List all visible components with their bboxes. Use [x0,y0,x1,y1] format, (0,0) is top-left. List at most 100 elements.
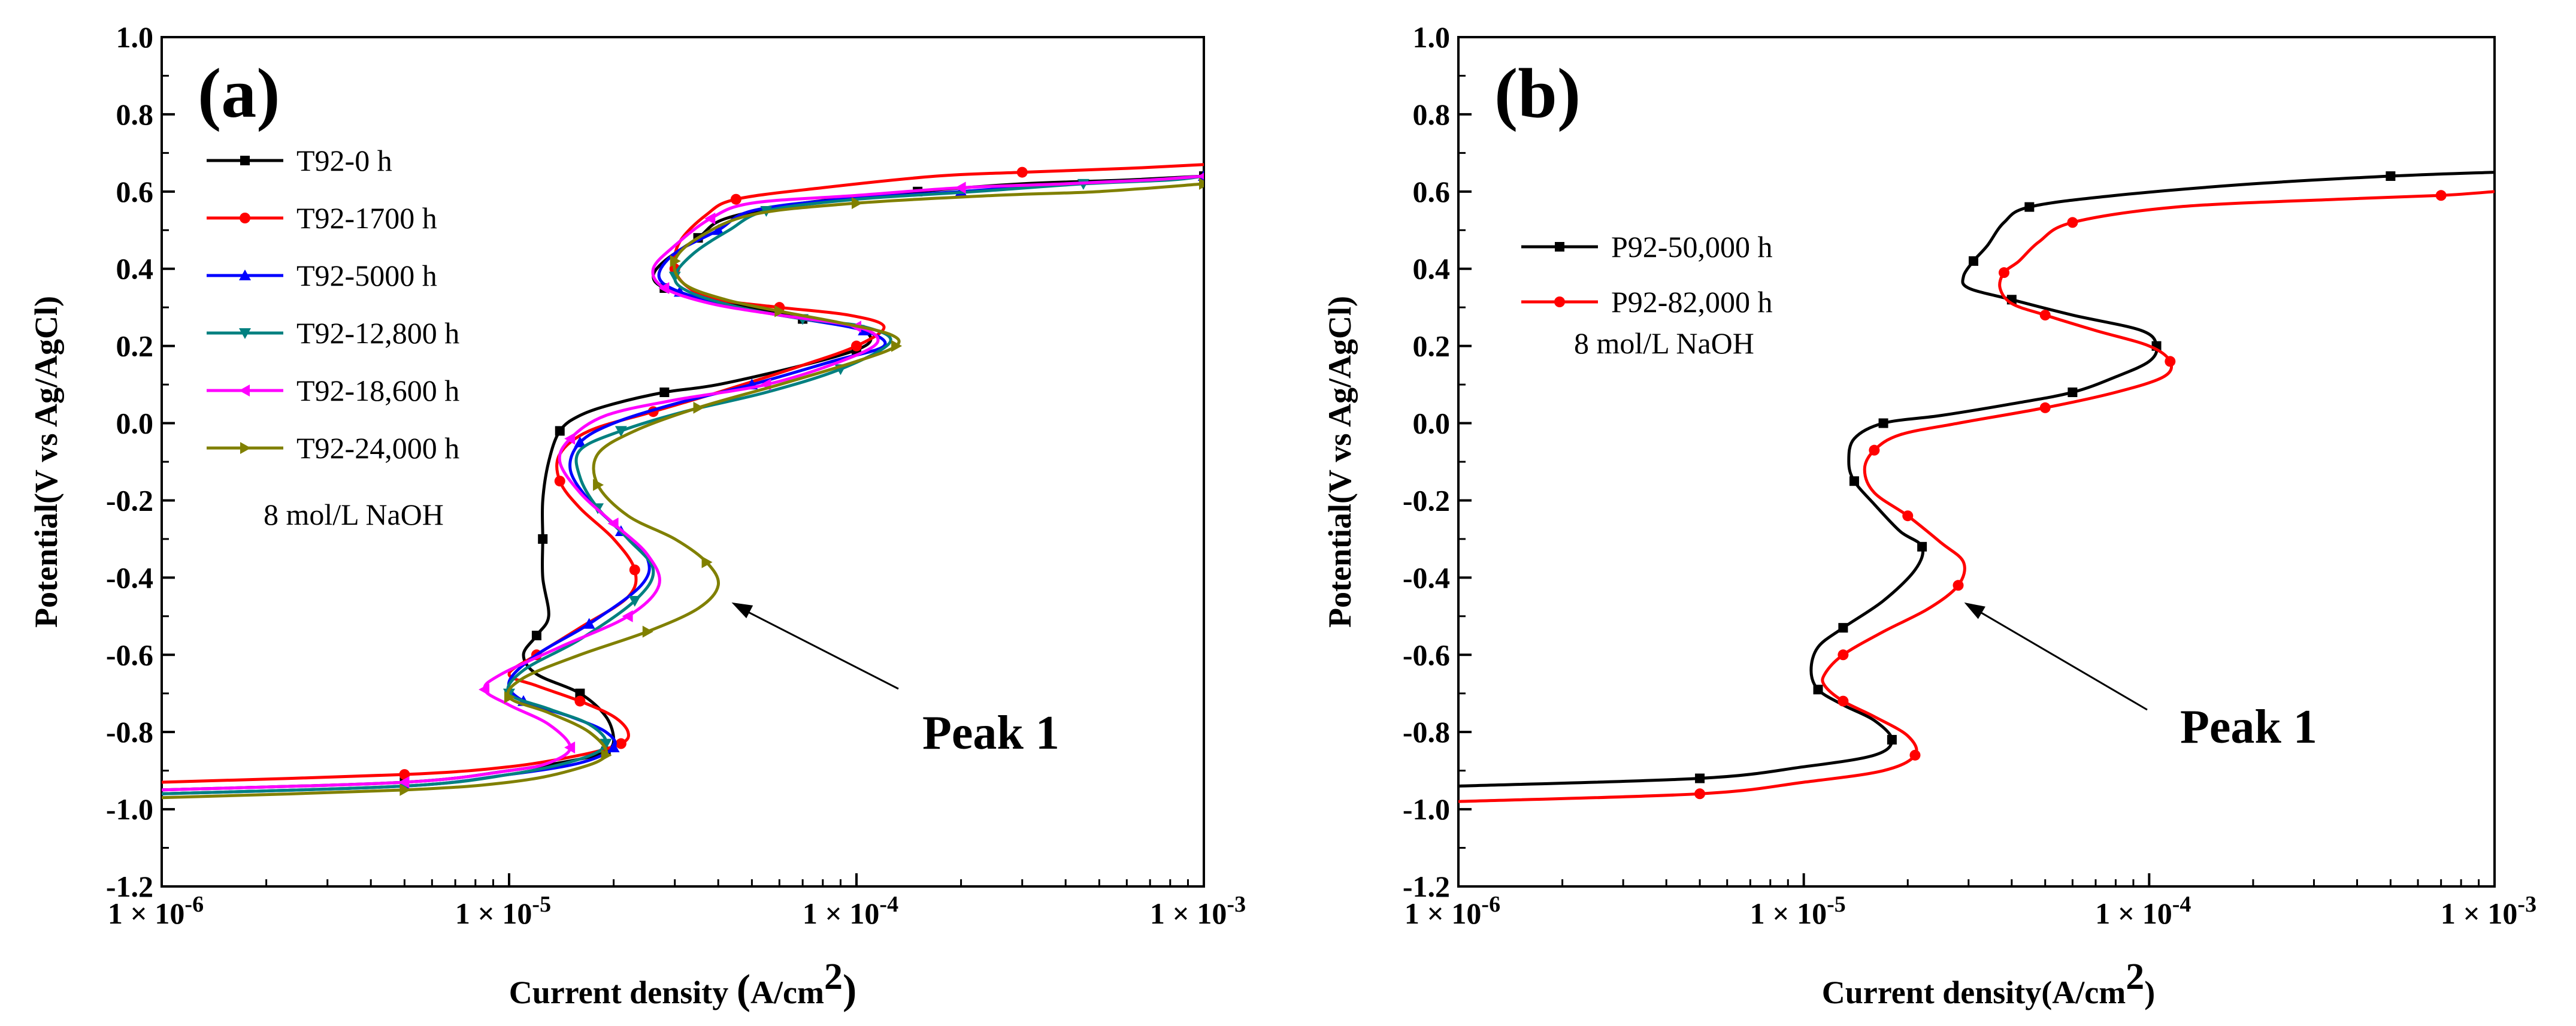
panel-b-x-tick-label: 1 × 10-3 [2441,892,2536,930]
panel-a-legend-label: T92-1700 h [296,201,437,235]
panel-b-legend-label: P92-50,000 h [1611,230,1772,264]
panel-b-y-tick-label: 0.6 [1413,175,1451,208]
panel-b-y-tick-label: 1.0 [1413,20,1451,54]
panel-a-data-point [399,769,410,780]
panel-a-y-tick-label: -0.2 [106,483,153,517]
panel-b-y-tick-label: -1.2 [1403,870,1450,903]
panel-a-y-tick-label: -0.6 [106,638,153,671]
panel-a-data-point [704,212,716,225]
panel-a-data-point [574,436,586,447]
panel-a-data-point [659,387,670,397]
panel-b-data-point [1869,444,1880,456]
panel-a-data-point [658,282,670,294]
panel-b-plot-area [1458,171,2495,803]
panel-b-y-tick-label: 0.8 [1413,98,1451,131]
panel-a-data-point [1198,172,1204,180]
panel-b-y-tick-label: 0.4 [1413,252,1451,286]
panel-a-data-point [629,564,640,576]
panel-b-series-p92-50-000-h-line [1458,171,2495,788]
panel-a-data-point [554,476,565,487]
panel-a-data-point [593,479,604,491]
panel-b-series-p92-50-000-h [1458,171,2495,788]
panel-b-peak-arrow-head [1964,602,1985,619]
panel-a-panel-label: (a) [198,54,280,132]
panel-b-y-tick-label: -1.0 [1403,792,1450,826]
panel-a-y-tick-label: 0.2 [116,329,154,363]
panel-b-data-point [2067,217,2078,228]
panel-a-data-point [531,631,541,641]
panel-b-data-point [1838,649,1849,661]
panel-b-legend-label: P92-82,000 h [1611,285,1772,319]
panel-a-legend-item: T92-1700 h [207,201,437,235]
panel-b-legend-item: P92-50,000 h [1521,230,1772,264]
panel-a-data-point [583,618,595,629]
panel-b-x-axis-label: Current density(A/cm2) [1822,957,2155,1010]
panel-a-data-point [600,739,612,750]
panel-b-data-point [1953,580,1964,591]
panel-a-series-t92-18-600-h-line [162,174,1204,792]
panel-b-y-tick-label: 0.0 [1413,407,1451,440]
panel-a-data-point [240,213,250,223]
panel-a-data-point [564,741,576,753]
panel-a-x-axis-paren-open: ( [737,967,750,1013]
panel-a-y-tick-label: -0.8 [106,715,153,749]
panel-a-data-point [642,625,653,638]
panel-b-data-point [1909,749,1921,761]
panel-b-series-p92-82-000-h-line [1458,190,2495,803]
panel-a-data-point [712,224,725,235]
panel-a-x-tick-label: 1 × 10-3 [1150,892,1246,930]
panel-a-x-tick-exponent: -6 [184,892,204,917]
panel-a-data-point [607,741,620,752]
panel-a-legend-label: T92-18,600 h [296,374,459,407]
panel-b-legend-item: P92-82,000 h [1521,285,1772,319]
panel-a-data-point [504,691,515,704]
panel-a-legend-label: T92-12,800 h [296,316,459,350]
panel-a-y-tick-label: 1.0 [116,20,154,54]
panel-b-data-point [1902,510,1914,522]
panel-a-data-point [1199,177,1204,190]
panel-b-data-point [1695,773,1705,783]
panel-a-x-tick-exponent: -4 [879,892,898,917]
panel-a-data-point [555,426,565,436]
panel-a-y-tick-label: 0.0 [116,407,154,440]
panel-a-peak-arrow-line [741,608,899,690]
panel-a-annotation-note: 8 mol/L NaOH [264,498,444,531]
panel-b-data-point [1887,735,1897,745]
panel-a-peak-label: Peak 1 [922,707,1060,759]
panel-a-y-tick-label: -1.0 [106,792,153,826]
panel-a-x-axis-label: Current density (A/cm2) [509,957,857,1013]
panel-a-data-point [701,556,713,568]
panel-b-data-point [2039,402,2051,413]
panel-a-data-point [239,270,251,280]
panel-b-peak-arrow-line [1974,608,2148,711]
panel-a-data-point [670,255,681,267]
panel-a-data-point [693,401,704,414]
panel-b-x-tick-label: 1 × 10-5 [1750,892,1846,930]
panel-b-x-tick-exponent: -3 [2517,892,2536,917]
panel-a-data-point [239,385,250,397]
panel-a-data-point [774,305,786,317]
panel-a-y-tick-label: -0.4 [106,561,153,594]
panel-b-data-point [1554,296,1565,307]
panel-a-data-point [730,193,741,205]
panel-a-data-point [240,156,250,165]
panel-a-data-point [615,738,626,749]
panel-a-y-tick-label: -1.2 [106,870,153,903]
panel-b-x-axis-paren-close: ) [2144,974,2155,1010]
panel-a-series-t92-1700-h-line [162,163,1204,784]
panel-b-x-axis-unit-exponent: 2 [2126,957,2144,997]
panel-a-series-t92-24-000-h [162,177,1204,800]
panel-b-data-point [1694,788,1706,800]
panel-a-series-t92-18-600-h [162,172,1204,792]
panel-b-data-point [1555,242,1564,252]
panel-a-legend-item: T92-0 h [207,144,392,177]
panel-a-x-tick-exponent: -5 [532,892,551,917]
panel-a-data-point [398,776,410,788]
panel-b-data-point [1838,695,1849,707]
panel-a-data-point [622,610,633,622]
panel-a-data-point [399,783,411,796]
panel-b-y-axis-label: Potential(V vs Ag/AgCl) [1322,296,1358,628]
panel-b-data-point [2068,387,2078,397]
panel-b-x-tick-label: 1 × 10-4 [2095,892,2191,930]
panel-a-x-tick-label: 1 × 10-6 [108,892,204,930]
